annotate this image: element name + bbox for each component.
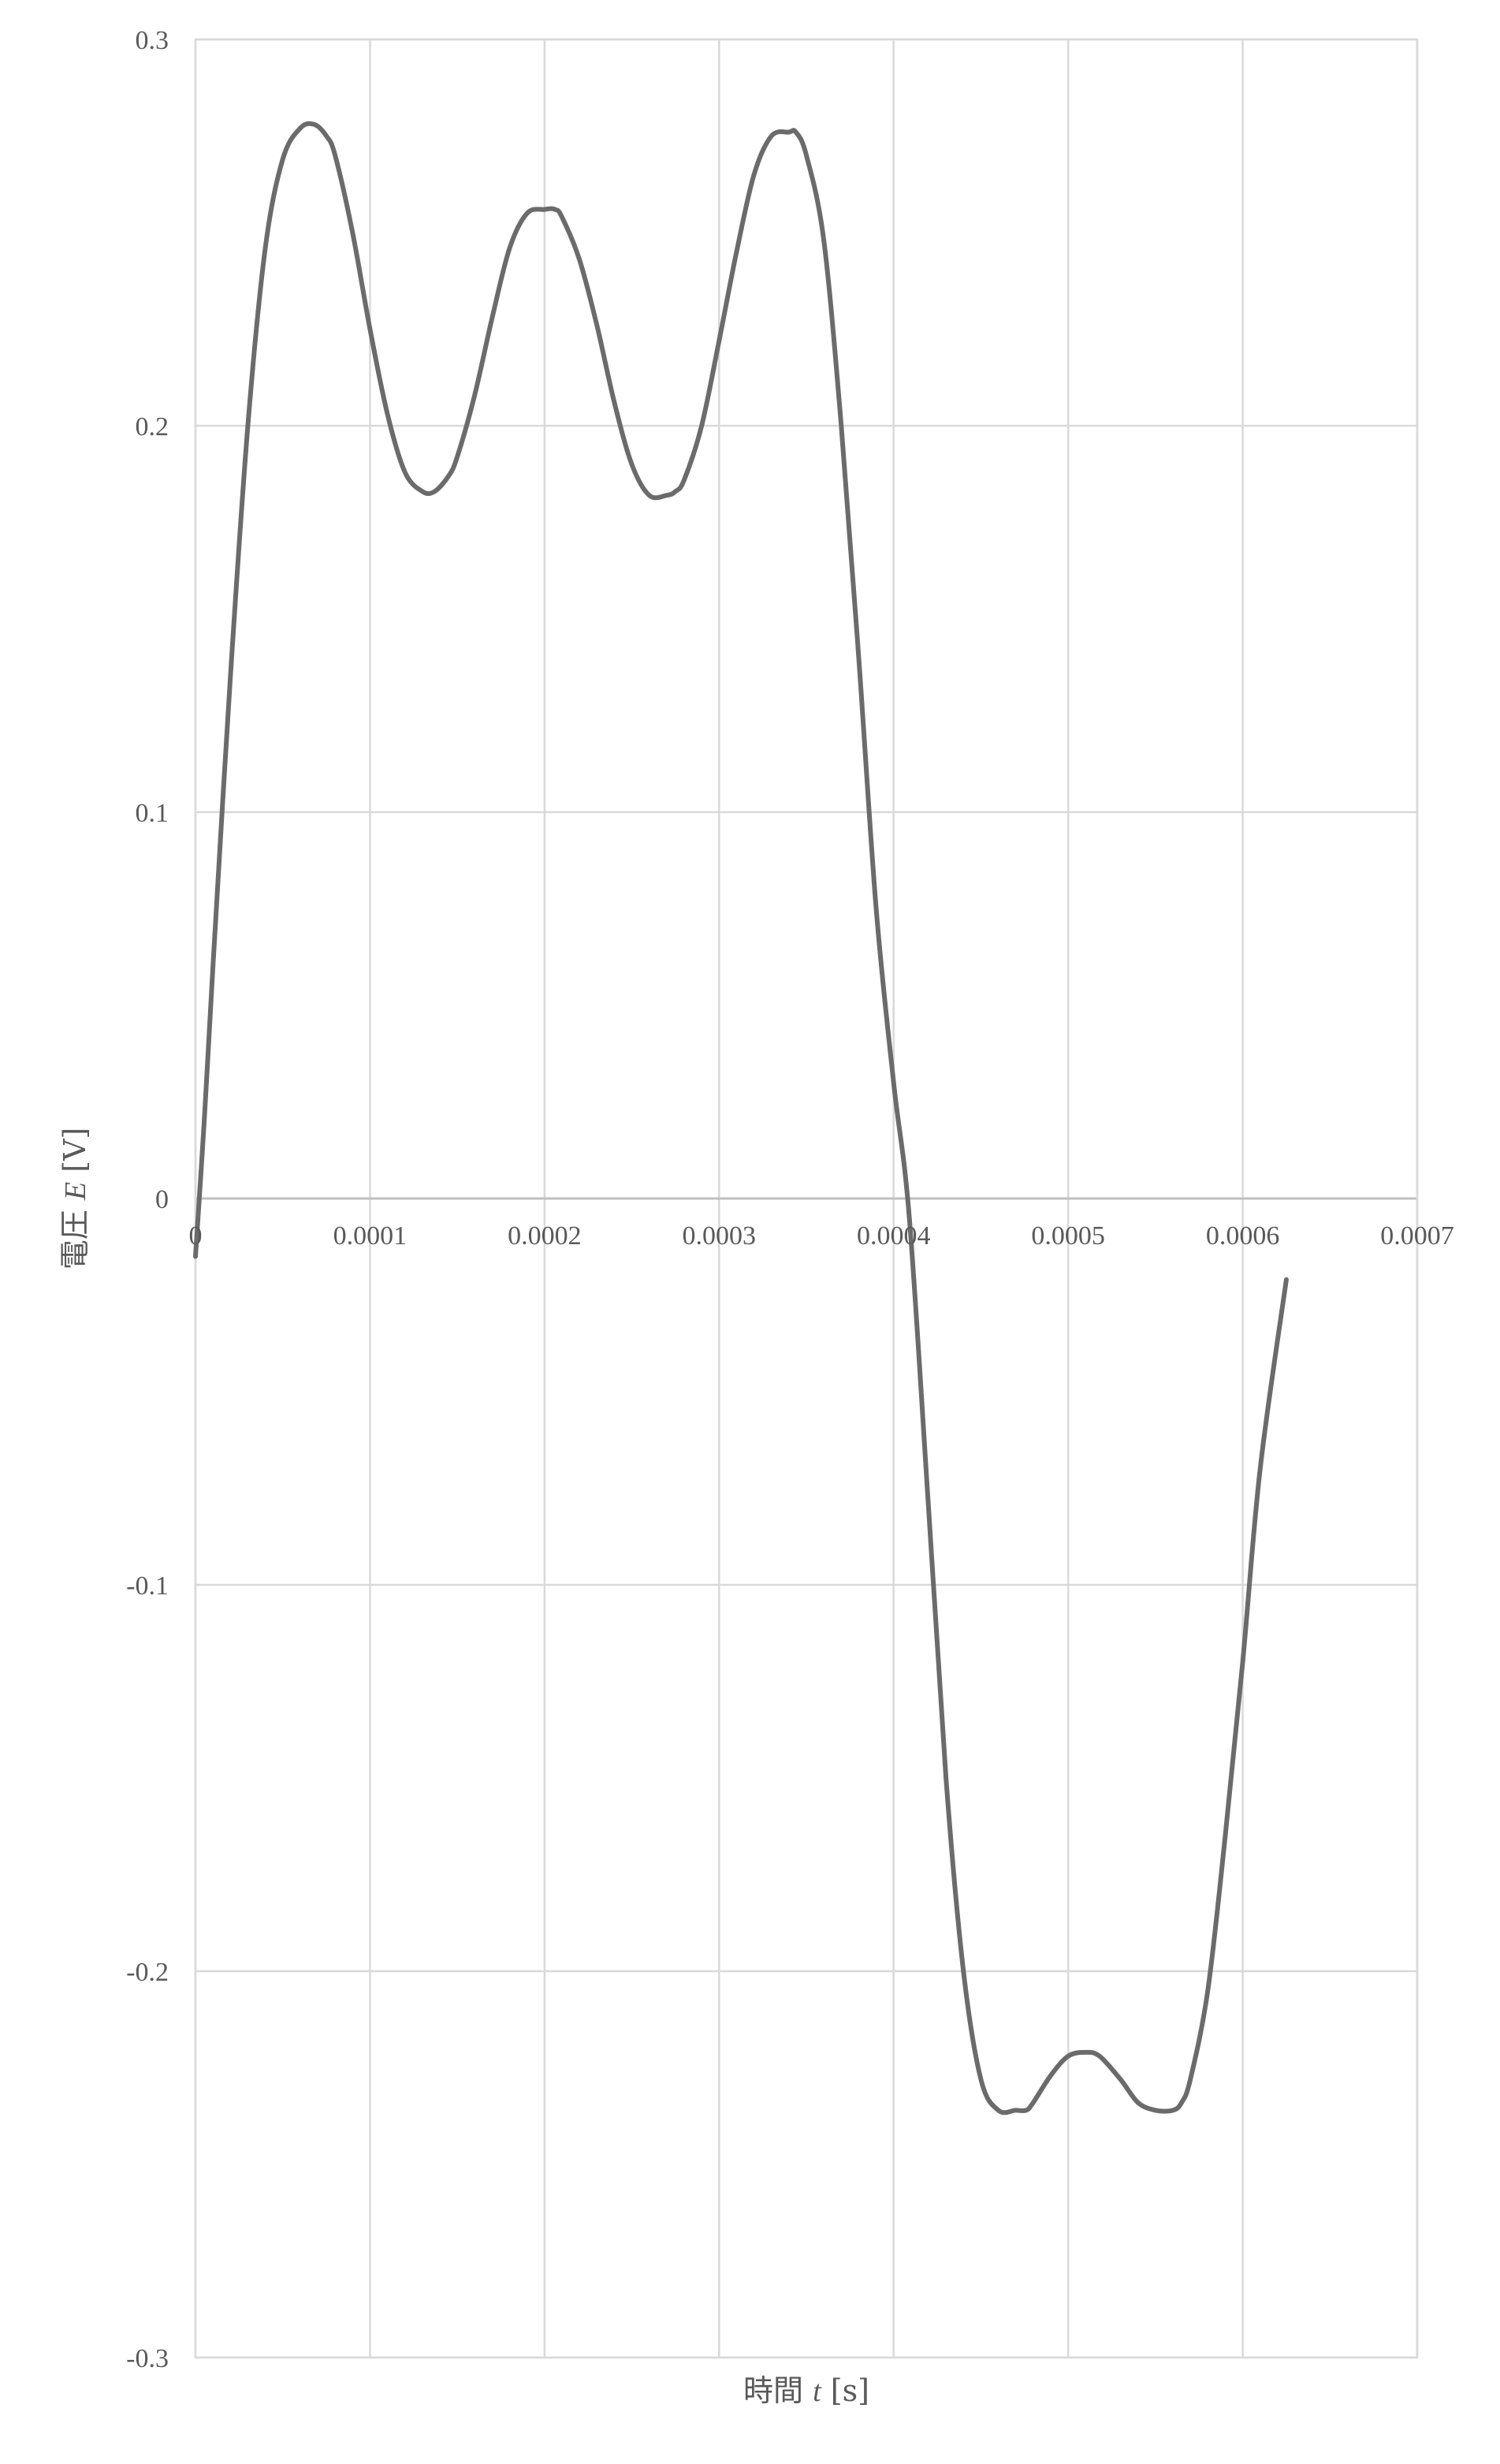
x-axis-title-prefix: 時間 <box>743 2373 813 2408</box>
y-axis-title-prefix: 電圧 <box>58 1200 92 1269</box>
series-line-0 <box>193 121 1289 2115</box>
x-tick-label: 0.0003 <box>683 1221 757 1251</box>
y-tick-label: -0.1 <box>126 1571 169 1601</box>
x-tick-label: 0.0002 <box>508 1221 582 1251</box>
x-tick-label: 0.0004 <box>857 1221 931 1251</box>
x-tick-label: 0.0007 <box>1380 1221 1454 1251</box>
x-tick-label: 0.0005 <box>1031 1221 1105 1251</box>
y-axis-title-variable: E <box>59 1182 92 1201</box>
x-tick-label: 0 <box>189 1221 203 1251</box>
x-tick-label: 0.0006 <box>1206 1221 1280 1251</box>
plot-area <box>194 38 1419 2359</box>
x-axis-title-variable: t <box>813 2375 822 2408</box>
series-layer <box>193 121 1289 2115</box>
y-tick-label: 0.2 <box>136 412 169 442</box>
x-tick-label: 0.0001 <box>333 1221 408 1251</box>
y-tick-label: -0.3 <box>126 2344 169 2373</box>
x-axis-title: 時間 t [s] <box>743 2373 869 2408</box>
gridlines <box>194 38 1419 2359</box>
x-axis-tick-labels: 0 0.0001 0.0002 0.0003 0.0004 0.0005 0.0006 0.0… <box>189 1221 1454 1251</box>
y-tick-label: 0.3 <box>136 26 169 55</box>
x-axis-title-unit: [s] <box>821 2373 869 2408</box>
y-axis-tick-labels: 0.3 0.2 0.1 0 -0.1 -0.2 -0.3 <box>126 26 169 2373</box>
y-axis-title-unit: [V] <box>58 1128 92 1182</box>
y-tick-label: 0.1 <box>136 799 169 828</box>
y-axis-title: 電圧 E [V] <box>58 1128 92 1269</box>
y-tick-label: -0.2 <box>126 1958 169 1987</box>
y-tick-label: 0 <box>155 1185 169 1214</box>
